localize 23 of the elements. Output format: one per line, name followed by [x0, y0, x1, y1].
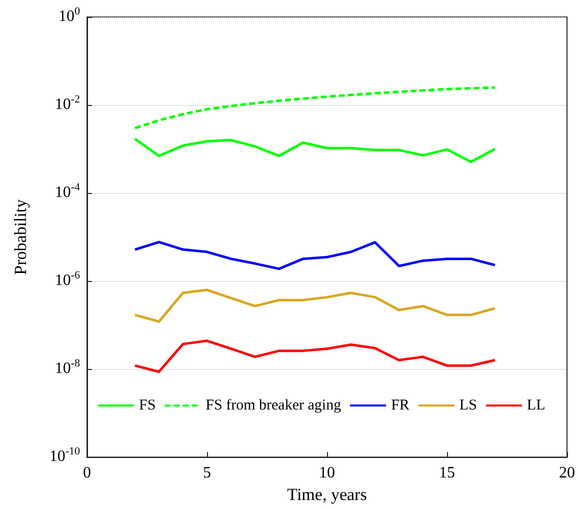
- legend-label: FS: [139, 398, 156, 414]
- line-series: [134, 240, 496, 270]
- line-series: [134, 138, 496, 164]
- legend-label: LL: [526, 398, 546, 414]
- legend-label: LS: [459, 398, 477, 414]
- line-series: [134, 86, 496, 130]
- y-tick-label: 10$^{-8}$: [54, 358, 80, 380]
- x-tick-label: 10: [319, 464, 335, 482]
- y-tick-label: 10$^{-6}$: [54, 270, 80, 292]
- y-tick-label: 10$^{-2}$: [54, 94, 80, 116]
- x-tick-label: 15: [439, 464, 455, 482]
- legend-label: FS from breaker aging: [206, 398, 342, 414]
- y-tick-label: 10$^{0}$: [58, 6, 80, 27]
- x-axis-title: Time, years: [287, 485, 367, 504]
- line-series: [134, 340, 496, 373]
- y-tick-label: 10$^{-4}$: [54, 182, 80, 204]
- x-tick-label: 20: [559, 464, 575, 482]
- line-series: [134, 288, 496, 323]
- x-tick-label: 5: [203, 464, 211, 482]
- y-tick-label: 10$^{-10}$: [49, 446, 80, 468]
- legend-label: FR: [391, 398, 410, 414]
- y-axis-title: Probability: [11, 198, 30, 275]
- x-tick-label: 0: [83, 464, 91, 482]
